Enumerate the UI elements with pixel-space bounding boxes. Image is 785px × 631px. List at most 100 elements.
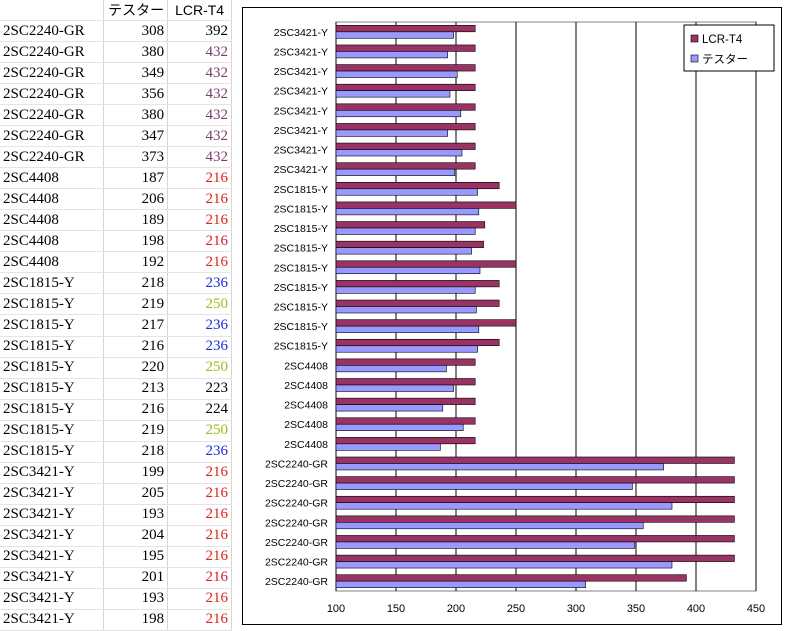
lcr-value-cell[interactable]: 216 bbox=[167, 546, 232, 568]
part-cell[interactable]: 2SC2240-GR bbox=[0, 20, 105, 43]
tester-value-cell[interactable]: 380 bbox=[103, 41, 169, 64]
lcr-value-cell[interactable]: 432 bbox=[167, 146, 232, 169]
part-cell[interactable]: 2SC3421-Y bbox=[0, 567, 105, 589]
part-cell[interactable]: 2SC3421-Y bbox=[0, 483, 105, 505]
tester-value-cell[interactable]: 198 bbox=[103, 609, 169, 631]
lcr-value-cell[interactable]: 216 bbox=[167, 209, 232, 232]
lcr-value-cell[interactable]: 250 bbox=[167, 357, 232, 379]
tester-value-cell[interactable]: 193 bbox=[103, 588, 169, 610]
table-row: 2SC2240-GR 373 432 bbox=[0, 146, 232, 169]
part-cell[interactable]: 2SC4408 bbox=[0, 251, 105, 274]
lcr-value-cell[interactable]: 216 bbox=[167, 230, 232, 253]
tester-value-cell[interactable]: 220 bbox=[103, 357, 169, 379]
lcr-value-cell[interactable]: 250 bbox=[167, 293, 232, 316]
tester-value-cell[interactable]: 349 bbox=[103, 62, 169, 85]
legend-label: LCR-T4 bbox=[702, 34, 743, 46]
tester-value-cell[interactable]: 380 bbox=[103, 104, 169, 127]
tester-value-cell[interactable]: 217 bbox=[103, 314, 169, 337]
tester-value-cell[interactable]: 189 bbox=[103, 209, 169, 232]
part-cell[interactable]: 2SC2240-GR bbox=[0, 125, 105, 148]
lcr-value-cell[interactable]: 432 bbox=[167, 62, 232, 85]
part-cell[interactable]: 2SC3421-Y bbox=[0, 609, 105, 631]
part-cell[interactable]: 2SC1815-Y bbox=[0, 272, 105, 295]
part-cell[interactable]: 2SC4408 bbox=[0, 188, 105, 211]
part-cell[interactable]: 2SC1815-Y bbox=[0, 420, 105, 442]
part-cell[interactable]: 2SC4408 bbox=[0, 209, 105, 232]
header-cell-part[interactable] bbox=[0, 0, 105, 22]
table-row: 2SC3421-Y 193 216 bbox=[0, 504, 232, 526]
part-cell[interactable]: 2SC2240-GR bbox=[0, 41, 105, 64]
part-cell[interactable]: 2SC1815-Y bbox=[0, 336, 105, 358]
part-cell[interactable]: 2SC2240-GR bbox=[0, 62, 105, 85]
part-cell[interactable]: 2SC3421-Y bbox=[0, 525, 105, 547]
part-cell[interactable]: 2SC3421-Y bbox=[0, 546, 105, 568]
tester-value-cell[interactable]: 347 bbox=[103, 125, 169, 148]
lcr-value-cell[interactable]: 216 bbox=[167, 609, 232, 631]
part-cell[interactable]: 2SC1815-Y bbox=[0, 399, 105, 421]
lcr-value-cell[interactable]: 236 bbox=[167, 314, 232, 337]
table-row: 2SC1815-Y 213 223 bbox=[0, 378, 232, 400]
lcr-value-cell[interactable]: 236 bbox=[167, 272, 232, 295]
part-cell[interactable]: 2SC1815-Y bbox=[0, 314, 105, 337]
lcr-value-cell[interactable]: 216 bbox=[167, 588, 232, 610]
tester-value-cell[interactable]: 213 bbox=[103, 378, 169, 400]
table-row: 2SC2240-GR 380 432 bbox=[0, 104, 232, 127]
lcr-value-cell[interactable]: 216 bbox=[167, 462, 232, 484]
part-cell[interactable]: 2SC1815-Y bbox=[0, 357, 105, 379]
part-cell[interactable]: 2SC3421-Y bbox=[0, 504, 105, 526]
tester-value-cell[interactable]: 219 bbox=[103, 293, 169, 316]
lcr-value-cell[interactable]: 432 bbox=[167, 83, 232, 106]
part-cell[interactable]: 2SC3421-Y bbox=[0, 588, 105, 610]
tester-value-cell[interactable]: 204 bbox=[103, 525, 169, 547]
header-cell-lcr[interactable]: LCR-T4 bbox=[167, 0, 232, 22]
part-cell[interactable]: 2SC4408 bbox=[0, 167, 105, 190]
lcr-value-cell[interactable]: 236 bbox=[167, 441, 232, 463]
category-label: 2SC1815-Y bbox=[274, 262, 328, 274]
lcr-value-cell[interactable]: 216 bbox=[167, 167, 232, 190]
tester-value-cell[interactable]: 192 bbox=[103, 251, 169, 274]
tester-value-cell[interactable]: 195 bbox=[103, 546, 169, 568]
lcr-value-cell[interactable]: 250 bbox=[167, 420, 232, 442]
tester-value-cell[interactable]: 206 bbox=[103, 188, 169, 211]
tester-value-cell[interactable]: 218 bbox=[103, 441, 169, 463]
lcr-value-cell[interactable]: 224 bbox=[167, 399, 232, 421]
tester-value-cell[interactable]: 187 bbox=[103, 167, 169, 190]
tester-value-cell[interactable]: 216 bbox=[103, 399, 169, 421]
tester-value-cell[interactable]: 205 bbox=[103, 483, 169, 505]
lcr-value-cell[interactable]: 216 bbox=[167, 567, 232, 589]
lcr-value-cell[interactable]: 236 bbox=[167, 336, 232, 358]
lcr-value-cell[interactable]: 216 bbox=[167, 525, 232, 547]
table-row: 2SC3421-Y 195 216 bbox=[0, 546, 232, 568]
part-cell[interactable]: 2SC1815-Y bbox=[0, 378, 105, 400]
part-cell[interactable]: 2SC3421-Y bbox=[0, 462, 105, 484]
part-cell[interactable]: 2SC1815-Y bbox=[0, 293, 105, 316]
part-cell[interactable]: 2SC1815-Y bbox=[0, 441, 105, 463]
tester-value-cell[interactable]: 218 bbox=[103, 272, 169, 295]
lcr-value-cell[interactable]: 392 bbox=[167, 20, 232, 43]
lcr-value-cell[interactable]: 432 bbox=[167, 104, 232, 127]
lcr-value-cell[interactable]: 432 bbox=[167, 41, 232, 64]
lcr-value-cell[interactable]: 432 bbox=[167, 125, 232, 148]
tester-value-cell[interactable]: 201 bbox=[103, 567, 169, 589]
header-cell-tester[interactable]: テスター bbox=[103, 0, 169, 22]
bar-lcr-t4 bbox=[335, 476, 735, 484]
lcr-value-cell[interactable]: 223 bbox=[167, 378, 232, 400]
part-cell[interactable]: 2SC2240-GR bbox=[0, 83, 105, 106]
table-row: 2SC1815-Y 216 236 bbox=[0, 336, 232, 358]
tester-value-cell[interactable]: 198 bbox=[103, 230, 169, 253]
tester-value-cell[interactable]: 373 bbox=[103, 146, 169, 169]
lcr-value-cell[interactable]: 216 bbox=[167, 188, 232, 211]
part-cell[interactable]: 2SC2240-GR bbox=[0, 104, 105, 127]
part-cell[interactable]: 2SC4408 bbox=[0, 230, 105, 253]
lcr-value-cell[interactable]: 216 bbox=[167, 251, 232, 274]
tester-value-cell[interactable]: 199 bbox=[103, 462, 169, 484]
tester-value-cell[interactable]: 356 bbox=[103, 83, 169, 106]
lcr-value-cell[interactable]: 216 bbox=[167, 504, 232, 526]
lcr-value-cell[interactable]: 216 bbox=[167, 483, 232, 505]
tester-value-cell[interactable]: 193 bbox=[103, 504, 169, 526]
tester-value-cell[interactable]: 216 bbox=[103, 336, 169, 358]
tester-value-cell[interactable]: 219 bbox=[103, 420, 169, 442]
part-cell[interactable]: 2SC2240-GR bbox=[0, 146, 105, 169]
tester-value-cell[interactable]: 308 bbox=[103, 20, 169, 43]
legend-swatch bbox=[690, 34, 699, 43]
